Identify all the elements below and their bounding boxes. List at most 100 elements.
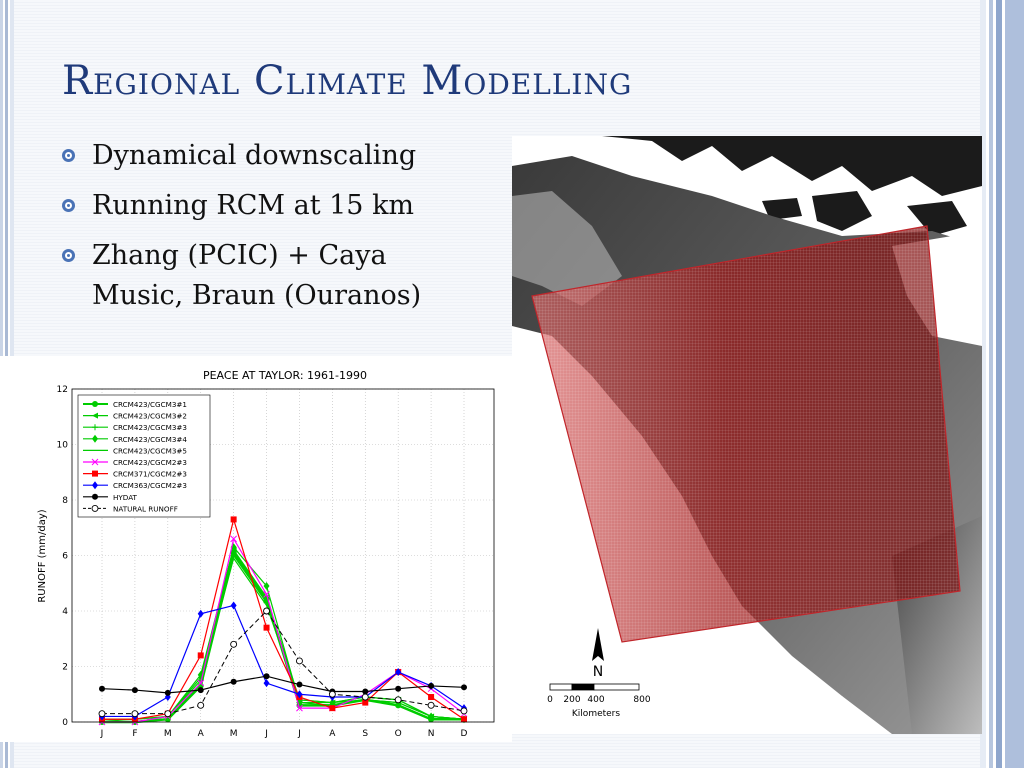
data-point — [263, 673, 270, 680]
y-tick-label: 12 — [57, 385, 68, 395]
data-point — [197, 687, 204, 694]
data-point — [230, 535, 237, 543]
legend-entry: HYDAT — [83, 493, 138, 502]
legend-entry: CRCM423/CGCM3#3 — [83, 423, 187, 432]
series-line — [102, 604, 465, 718]
series-crcm423-cgcm3-5 — [102, 556, 465, 723]
series-line — [102, 549, 464, 724]
data-point — [428, 694, 435, 701]
bullet-item: Zhang (PCIC) + Caya Music, Braun (Ourano… — [62, 236, 502, 316]
data-point — [329, 705, 336, 712]
y-tick-label: 8 — [62, 496, 68, 506]
rcm-domain-map: N 0 200 400 800 Kilometers — [512, 136, 982, 734]
series-line — [101, 675, 465, 694]
rcm-grid-domain — [531, 225, 961, 643]
data-point — [428, 682, 435, 689]
legend-label: CRCM423/CGCM3#3 — [113, 423, 187, 432]
data-point — [263, 582, 270, 591]
north-arrow: N — [592, 628, 604, 680]
legend-entry: CRCM423/CGCM3#2 — [83, 412, 187, 421]
data-point — [164, 689, 171, 696]
data-point — [395, 668, 402, 677]
north-label: N — [593, 664, 603, 680]
x-tick-label: J — [264, 729, 268, 739]
y-tick-label: 6 — [62, 552, 68, 562]
chart-y-axis-label: RUNOFF (mm/day) — [37, 509, 48, 602]
bullet-text: Dynamical downscaling — [92, 140, 417, 171]
bullet-item: Running RCM at 15 km — [62, 186, 502, 226]
legend-label: CRCM423/CGCM3#2 — [113, 412, 187, 421]
data-point — [197, 679, 205, 687]
series-line — [102, 545, 465, 720]
data-point — [361, 693, 369, 701]
legend-label: CRCM363/CGCM2#3 — [113, 481, 187, 490]
data-point — [230, 516, 237, 523]
data-point — [230, 601, 237, 610]
data-point — [91, 504, 99, 512]
data-point — [131, 687, 138, 694]
bullet-ring-icon — [62, 249, 75, 262]
x-tick-label: A — [198, 729, 205, 739]
data-point — [461, 716, 467, 723]
data-point — [92, 434, 98, 443]
data-point — [99, 685, 105, 692]
series-line — [101, 554, 465, 723]
data-point — [263, 590, 270, 598]
data-point — [263, 607, 270, 615]
x-tick-label: O — [395, 729, 402, 739]
y-tick-label: 0 — [62, 718, 68, 728]
bullet-text: Running RCM at 15 km — [92, 190, 415, 221]
bullet-text: Zhang (PCIC) + Caya Music, Braun (Ourano… — [92, 240, 422, 311]
alaska-highlands — [512, 191, 622, 306]
data-point — [91, 458, 99, 466]
runoff-chart: PEACE AT TAYLOR: 1961-1990 RUNOFF (mm/da… — [37, 369, 495, 739]
runoff-chart-panel: PEACE AT TAYLOR: 1961-1990 RUNOFF (mm/da… — [0, 356, 512, 742]
right-decorative-stripes — [980, 0, 1024, 768]
series-crcm423-cgcm3-3 — [99, 552, 467, 725]
legend-entry: CRCM363/CGCM2#3 — [83, 481, 187, 490]
data-point — [296, 681, 303, 688]
legend-label: CRCM423/CGCM3#5 — [113, 446, 187, 455]
series-line — [102, 548, 465, 720]
legend-entry: NATURAL RUNOFF — [83, 504, 178, 513]
data-point — [131, 710, 139, 718]
data-point — [394, 696, 402, 704]
x-tick-label: S — [362, 729, 368, 739]
data-point — [263, 624, 270, 631]
series-crcm423-cgcm3-4 — [99, 543, 467, 724]
legend-label: CRCM423/CGCM3#1 — [113, 400, 187, 409]
x-tick-label: N — [428, 729, 435, 739]
gulf — [842, 696, 882, 734]
slide-title: Regional Climate Modelling — [62, 58, 633, 104]
x-tick-label: D — [461, 729, 468, 739]
data-point — [296, 704, 303, 712]
series-line — [102, 537, 465, 723]
data-point — [98, 710, 106, 718]
y-tick-label: 10 — [57, 441, 69, 451]
series-line — [102, 610, 465, 715]
chart-legend: CRCM423/CGCM3#1 CRCM423/CGCM3#2 CRCM423/CG… — [77, 394, 211, 518]
bullet-ring-icon — [62, 149, 75, 162]
arctic-islands — [602, 136, 982, 236]
series-crcm423-cgcm3-1 — [99, 549, 467, 725]
data-point — [197, 652, 204, 659]
y-tick-label: 4 — [62, 607, 68, 617]
data-point — [92, 493, 98, 500]
data-point — [296, 690, 303, 699]
data-point — [296, 657, 303, 665]
series-natural-runoff — [98, 607, 468, 718]
x-tick-label: J — [297, 729, 301, 739]
data-point — [362, 688, 369, 695]
scale-bar: 0 200 400 800 Kilometers — [547, 683, 651, 719]
series-crcm423-cgcm2-3 — [98, 535, 468, 726]
x-tick-label: A — [329, 729, 336, 739]
y-tick-label: 2 — [62, 663, 68, 673]
series-hydat — [99, 673, 467, 696]
x-tick-label: M — [230, 729, 238, 739]
data-point — [230, 640, 238, 648]
data-point — [92, 412, 98, 419]
bullet-ring-icon — [62, 199, 75, 212]
data-point — [263, 679, 270, 688]
series-line — [102, 556, 465, 723]
legend-label: NATURAL RUNOFF — [113, 504, 178, 513]
